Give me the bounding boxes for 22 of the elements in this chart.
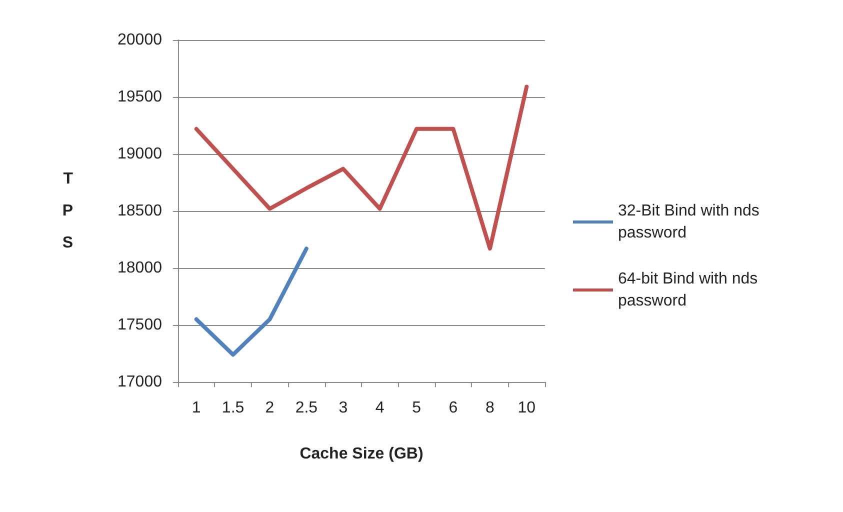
x-tick-label: 3 xyxy=(338,400,348,416)
x-tick-label: 5 xyxy=(412,400,422,416)
y-tick-label: 20000 xyxy=(118,32,162,48)
y-tick-label: 18500 xyxy=(118,202,162,220)
y-axis-title: TPS xyxy=(62,170,74,252)
y-tick-label: 18000 xyxy=(118,260,162,276)
y-tick-label: 17000 xyxy=(118,374,162,390)
legend-label: 64-bit Bind with nds password xyxy=(618,270,762,310)
x-tick-label: 6 xyxy=(448,400,458,416)
y-tick-label: 17500 xyxy=(118,316,162,334)
x-tick-label: 4 xyxy=(375,400,384,416)
x-tick-label: 2.5 xyxy=(295,400,318,416)
line-series xyxy=(194,84,529,251)
x-tick-label: 1 xyxy=(192,400,201,416)
y-tick-label: 19000 xyxy=(118,146,162,162)
x-axis-title: Cache Size (GB) xyxy=(300,446,424,462)
x-tick-label: 1.5 xyxy=(222,400,244,416)
y-tick-label: 19500 xyxy=(118,88,162,106)
x-tick-label: 2 xyxy=(265,400,274,416)
x-tick-label: 8 xyxy=(485,400,494,416)
legend-label: 32-Bit Bind with nds password xyxy=(618,202,764,242)
x-tick-label: 10 xyxy=(518,400,536,416)
